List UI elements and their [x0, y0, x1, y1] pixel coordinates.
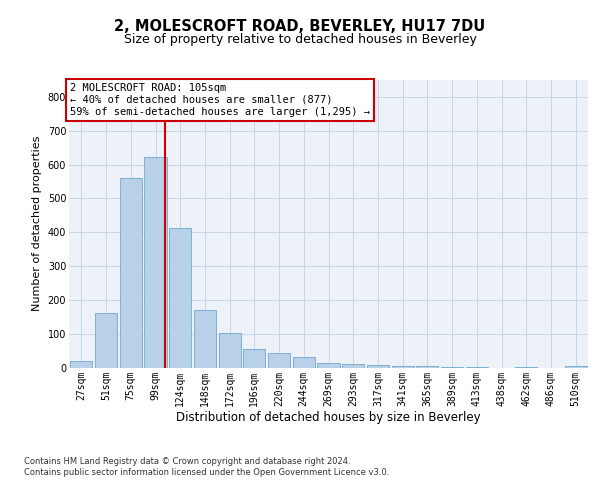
- Bar: [70, 360, 92, 368]
- Bar: [293, 358, 315, 368]
- Y-axis label: Number of detached properties: Number of detached properties: [32, 136, 42, 312]
- Text: Distribution of detached houses by size in Beverley: Distribution of detached houses by size …: [176, 411, 481, 424]
- Bar: [317, 363, 340, 368]
- Bar: [218, 332, 241, 368]
- Bar: [119, 178, 142, 368]
- Text: 2, MOLESCROFT ROAD, BEVERLEY, HU17 7DU: 2, MOLESCROFT ROAD, BEVERLEY, HU17 7DU: [115, 19, 485, 34]
- Bar: [565, 366, 587, 368]
- Bar: [342, 364, 364, 368]
- Bar: [95, 312, 117, 368]
- Bar: [367, 365, 389, 368]
- Bar: [145, 157, 167, 368]
- Text: 2 MOLESCROFT ROAD: 105sqm
← 40% of detached houses are smaller (877)
59% of semi: 2 MOLESCROFT ROAD: 105sqm ← 40% of detac…: [70, 84, 370, 116]
- Bar: [194, 310, 216, 368]
- Bar: [268, 354, 290, 368]
- Bar: [243, 348, 265, 368]
- Bar: [169, 228, 191, 368]
- Bar: [416, 366, 439, 368]
- Bar: [392, 366, 414, 368]
- Text: Size of property relative to detached houses in Beverley: Size of property relative to detached ho…: [124, 33, 476, 46]
- Text: Contains HM Land Registry data © Crown copyright and database right 2024.
Contai: Contains HM Land Registry data © Crown c…: [24, 458, 389, 477]
- Bar: [441, 367, 463, 368]
